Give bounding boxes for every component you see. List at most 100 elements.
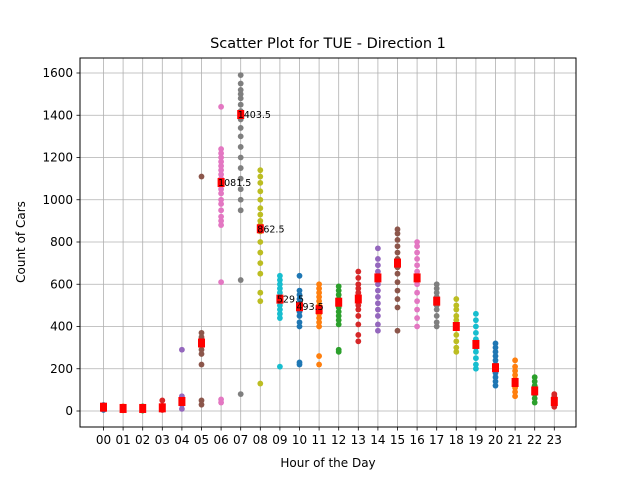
data-point (492, 378, 499, 385)
median-marker (472, 339, 480, 349)
data-point (492, 340, 499, 347)
data-point (237, 165, 244, 171)
median-marker (374, 273, 382, 283)
x-tick-label: 09 (272, 433, 287, 447)
data-point (198, 351, 205, 357)
data-point (433, 285, 440, 292)
data-point (492, 353, 499, 359)
data-point (335, 308, 342, 315)
data-point (296, 291, 303, 298)
median-marker (256, 224, 264, 234)
data-point (218, 190, 225, 197)
data-point (316, 294, 322, 300)
data-point (453, 348, 460, 355)
data-point (531, 399, 538, 406)
data-point (473, 355, 479, 362)
data-point (257, 239, 264, 245)
median-marker (158, 403, 166, 413)
data-point (394, 304, 401, 311)
x-tick-label: 03 (155, 433, 170, 447)
data-point (473, 310, 479, 317)
data-point (453, 338, 460, 345)
data-point (375, 294, 381, 300)
data-point (531, 378, 538, 385)
data-point (257, 179, 264, 186)
data-point (237, 154, 244, 161)
data-point (316, 298, 322, 305)
data-point (237, 72, 244, 79)
data-point (473, 317, 479, 324)
data-point (335, 283, 342, 290)
data-point (433, 281, 440, 288)
data-point (473, 348, 479, 355)
data-point (296, 287, 303, 294)
data-point (394, 249, 401, 256)
data-point (512, 389, 518, 395)
x-tick-label: 22 (527, 433, 542, 447)
median-annotation: 493.5 (297, 302, 324, 313)
data-point (237, 91, 244, 98)
data-point (414, 243, 420, 250)
data-point (316, 315, 322, 321)
data-point (316, 361, 322, 368)
x-tick-label: 16 (409, 433, 424, 447)
data-point (316, 319, 322, 326)
data-point (257, 260, 264, 267)
x-axis-label: Hour of the Day (280, 456, 375, 470)
y-tick-label: 800 (50, 235, 73, 249)
data-point (218, 103, 225, 110)
data-point (414, 315, 420, 321)
data-point (512, 367, 518, 374)
data-point (473, 323, 479, 330)
data-point (237, 196, 244, 203)
data-point (453, 344, 460, 351)
data-point (257, 249, 264, 256)
data-point (218, 279, 225, 286)
x-tick-label: 15 (390, 433, 405, 447)
data-point (296, 319, 303, 326)
x-tick-label: 02 (135, 433, 150, 447)
median-marker (394, 258, 401, 268)
plot-frame (79, 57, 577, 428)
data-point (335, 287, 342, 294)
data-point (453, 302, 460, 309)
data-point (218, 213, 225, 220)
data-point (198, 173, 205, 180)
data-point (453, 332, 460, 338)
data-point (394, 327, 401, 334)
data-point (198, 397, 205, 404)
data-point (414, 256, 420, 262)
x-tick-label: 05 (194, 433, 209, 447)
data-point (277, 363, 283, 370)
x-tick-label: 19 (468, 433, 483, 447)
median-marker (139, 403, 147, 413)
data-point (453, 296, 460, 302)
median-annotation: 1403.5 (238, 110, 271, 121)
data-point (335, 321, 342, 328)
data-point (257, 270, 264, 277)
data-point (492, 344, 499, 351)
data-point (237, 391, 244, 397)
data-point (355, 313, 362, 319)
median-marker (315, 305, 323, 315)
data-point (394, 243, 401, 250)
data-point (257, 298, 264, 305)
data-point (335, 346, 342, 353)
y-tick-label: 1200 (42, 151, 73, 165)
data-point (355, 289, 362, 296)
data-point (277, 306, 283, 313)
x-axis-ticks: 00 01 02 03 04 05 06 07 08 09 10 11 12 13 14 15 16 17 18 19… (96, 427, 562, 447)
x-tick-label: 01 (115, 433, 130, 447)
data-point (277, 281, 283, 288)
data-point (277, 310, 283, 317)
data-point (218, 222, 225, 229)
data-point (277, 272, 283, 279)
data-point (433, 289, 440, 296)
median-markers (100, 110, 558, 413)
median-marker (492, 363, 499, 373)
data-point (355, 332, 362, 338)
median-marker (237, 110, 245, 120)
